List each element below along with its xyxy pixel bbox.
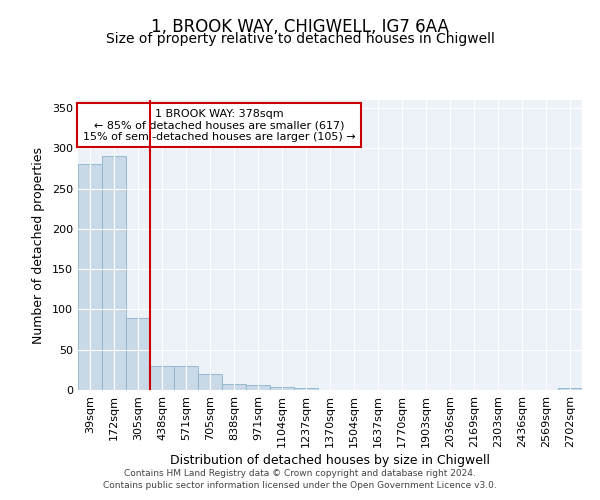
Bar xyxy=(102,156,126,390)
Bar xyxy=(150,366,174,390)
Bar xyxy=(198,374,222,390)
Bar xyxy=(78,164,102,390)
Bar xyxy=(174,366,198,390)
Bar xyxy=(294,388,318,390)
Bar xyxy=(558,388,582,390)
Text: 1 BROOK WAY: 378sqm
← 85% of detached houses are smaller (617)
15% of semi-detac: 1 BROOK WAY: 378sqm ← 85% of detached ho… xyxy=(83,108,355,142)
Bar xyxy=(270,387,294,390)
Text: 1, BROOK WAY, CHIGWELL, IG7 6AA: 1, BROOK WAY, CHIGWELL, IG7 6AA xyxy=(151,18,449,36)
X-axis label: Distribution of detached houses by size in Chigwell: Distribution of detached houses by size … xyxy=(170,454,490,467)
Bar xyxy=(126,318,150,390)
Text: Size of property relative to detached houses in Chigwell: Size of property relative to detached ho… xyxy=(106,32,494,46)
Bar xyxy=(246,385,270,390)
Text: Contains HM Land Registry data © Crown copyright and database right 2024.
Contai: Contains HM Land Registry data © Crown c… xyxy=(103,468,497,490)
Y-axis label: Number of detached properties: Number of detached properties xyxy=(32,146,45,344)
Bar xyxy=(222,384,246,390)
